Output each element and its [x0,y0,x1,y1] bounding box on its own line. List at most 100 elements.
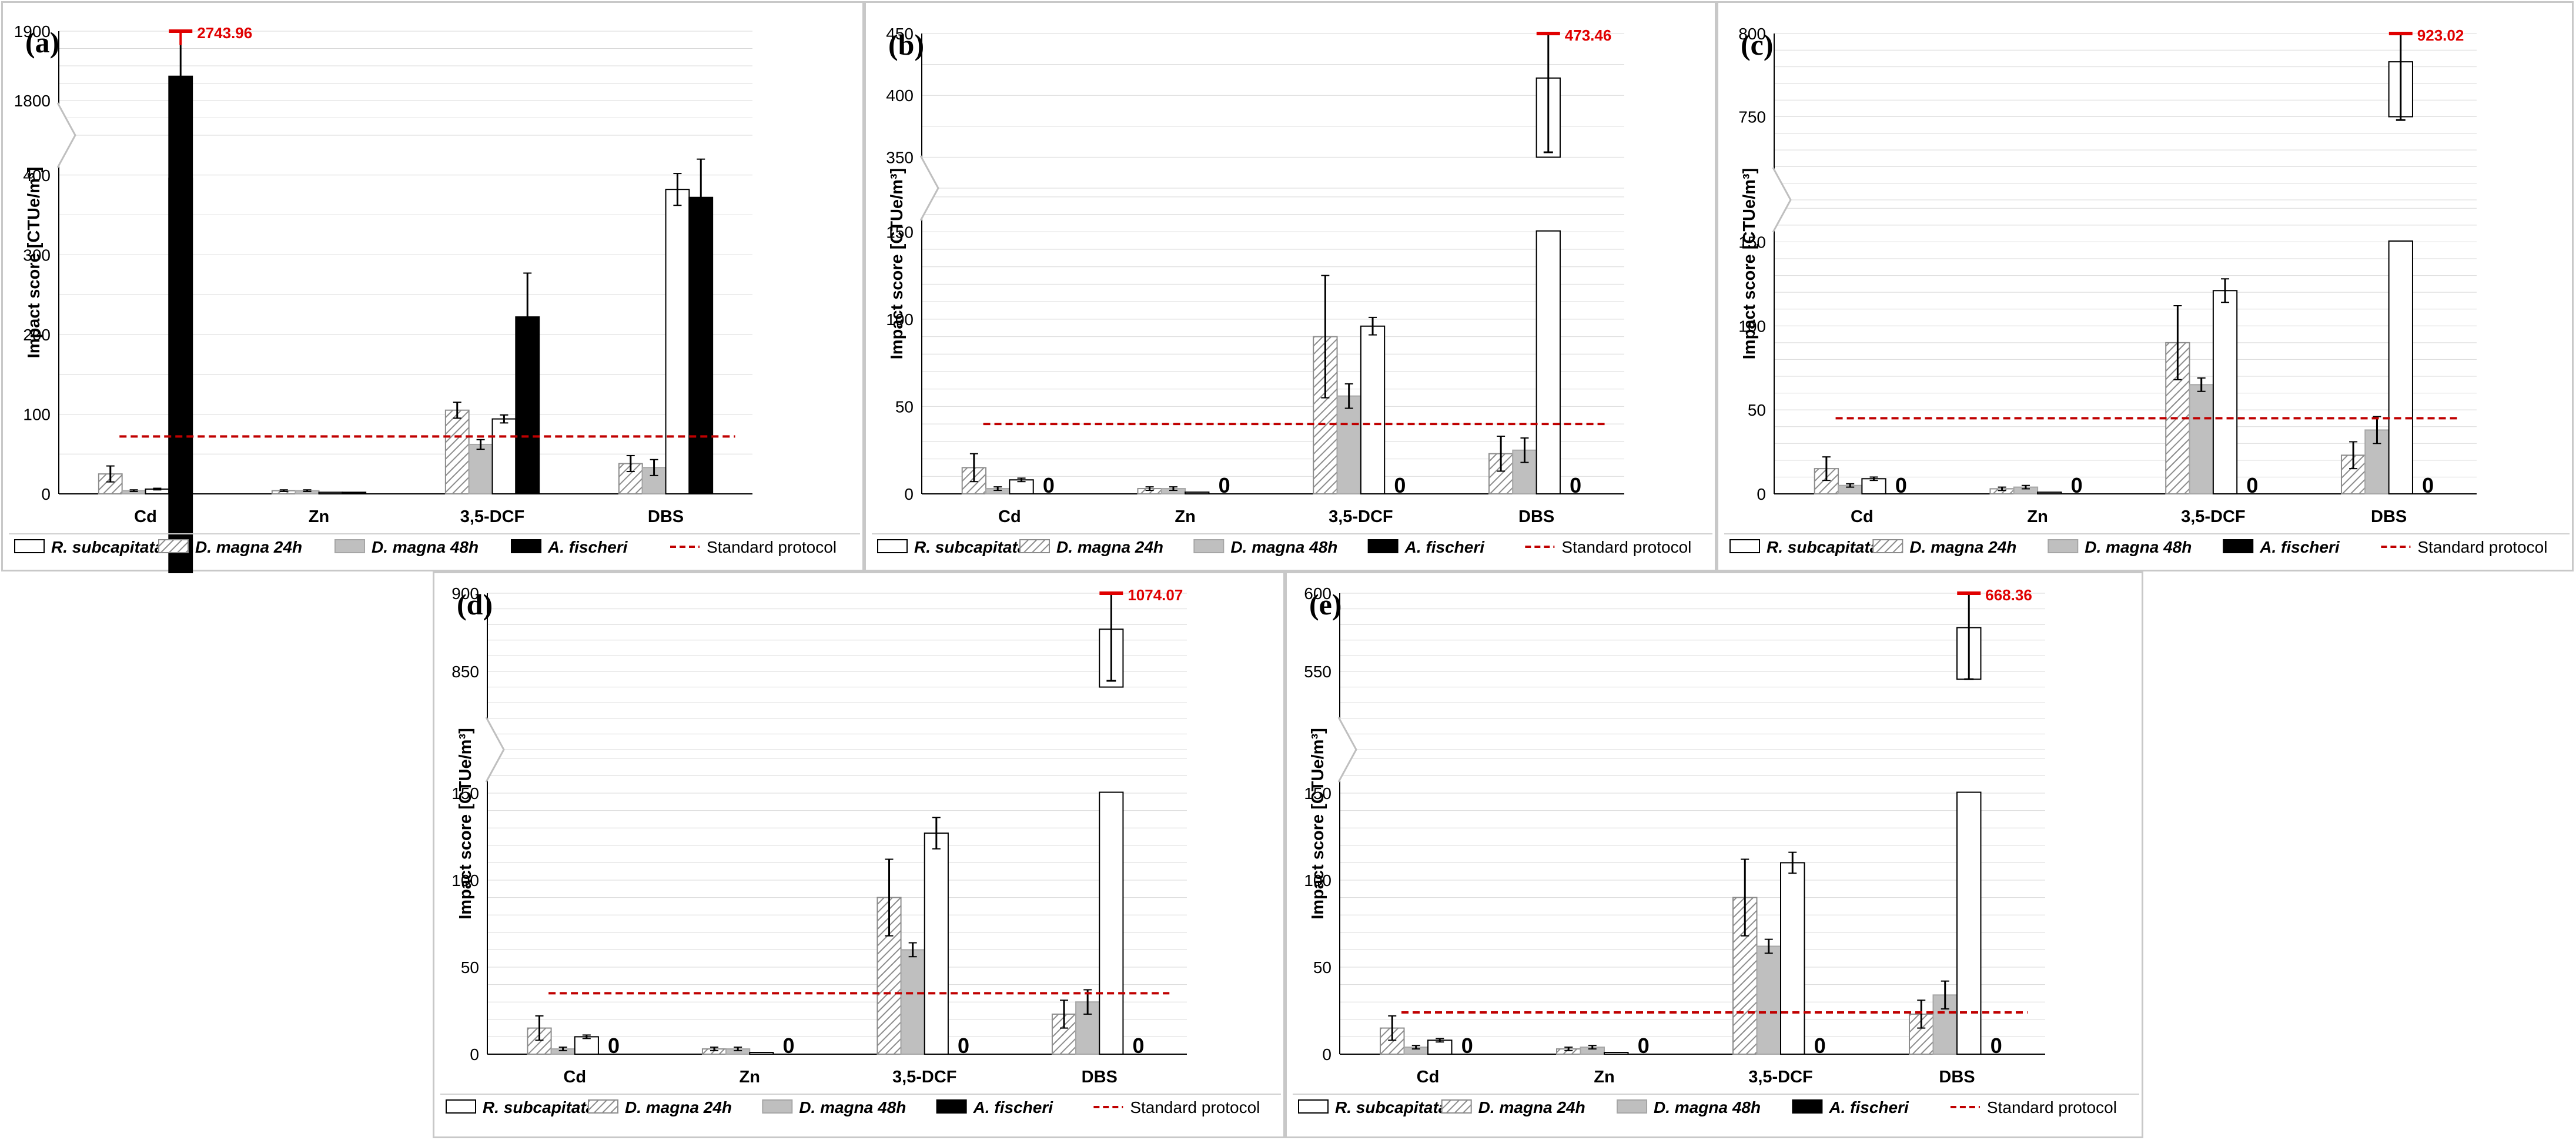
x-category-label: Cd [1417,1068,1440,1086]
zero-value-label: 0 [1638,1034,1650,1058]
legend-item: D. magna 48h [2048,538,2192,556]
legend-label: A. fischeri [1828,1098,1909,1116]
cap-value-label: 668.36 [1985,586,2032,604]
x-category-label: DBS [648,507,684,526]
legend-item: Standard protocol [2381,538,2547,556]
axis-break-marker [919,155,939,221]
y-tick-label: 50 [895,397,914,416]
zero-value-label: 0 [2246,473,2258,497]
legend-item: D. magna 48h [334,538,479,556]
legend-label: D. magna 24h [625,1098,732,1116]
chart-svg-0: 0 100 200 300 400 1800 1900 Impact score [CTUe/… [9,22,860,573]
bar [1780,862,1805,1055]
bar [444,409,470,495]
legend-label: D. magna 48h [799,1098,906,1116]
chart-svg-2: 0 50 100 150 750 800 Impact score [CTUe/m³] (c)… [1724,25,2570,556]
legend-swatch [936,1099,967,1114]
legend-label: R. subcapitata [914,538,1026,556]
legend-item: D. magna 24h [1441,1098,1585,1116]
bar [1336,395,1361,494]
legend-label: D. magna 48h [1230,538,1337,556]
y-tick-label: 150 [1738,233,1766,251]
legend-swatch [1367,539,1399,553]
x-category-label: DBS [1939,1068,1975,1086]
x-category-label: Cd [998,507,1021,526]
cap-value-label: 473.46 [1565,26,1612,44]
bar [468,443,493,495]
zero-value-label: 0 [2422,473,2434,497]
zero-value-label: 0 [608,1034,620,1058]
y-tick-label: 0 [904,485,914,503]
zero-value-label: 0 [1895,473,1907,497]
legend-swatch [2223,539,2254,553]
bar [2037,492,2062,495]
bar [491,418,517,494]
bar [1185,492,1210,494]
legend-label: A. fischeri [1404,538,1486,556]
legend-item: D. magna 48h [1193,538,1337,556]
y-tick-label: 450 [886,25,914,43]
legend-label: R. subcapitata [1767,538,1879,556]
bar [318,492,343,494]
y-tick-label: 900 [451,584,479,603]
panel-label: (c) [1741,28,1774,61]
x-category-label: Cd [134,507,157,526]
legend-item: A. fischeri [1367,538,1486,556]
legend-swatch [334,539,365,553]
chart-panel-b: 0 50 100 150 350 400 450 Impact score [CTUe/m³]… [864,1,1717,571]
legend-label: A. fischeri [547,538,628,556]
y-tick-label: 100 [23,405,51,423]
bar [2212,290,2238,494]
panel-label: (d) [457,588,493,621]
legend-swatch [158,539,189,553]
legend-label: R. subcapitata [51,538,163,556]
legend-item: Standard protocol [1093,1098,1260,1116]
y-tick-label: 0 [1322,1045,1332,1064]
y-tick-label: 0 [1757,485,1766,503]
legend-label: R. subcapitata [1335,1098,1447,1116]
legend-item: A. fischeri [511,538,628,556]
x-category-label: Cd [1851,507,1874,526]
legend-swatch [1792,1099,1823,1114]
legend-label: D. magna 48h [2085,538,2192,556]
y-tick-label: 200 [23,326,51,344]
x-category-label: 3,5-DCF [460,507,525,526]
y-axis-title: Impact score [CTUe/m³] [456,728,475,920]
y-tick-label: 150 [1304,784,1332,803]
y-axis-title: Impact score [CTUe/m³] [888,168,906,360]
legend-label: Standard protocol [707,538,837,556]
legend-item: D. magna 48h [1617,1098,1761,1116]
legend-label: Standard protocol [2417,538,2547,556]
legend-label: D. magna 24h [1478,1098,1585,1116]
legend-swatch [1298,1099,1329,1114]
legend-item: Standard protocol [1525,538,1691,556]
panel-label: (a) [25,26,59,59]
zero-value-label: 0 [1814,1034,1826,1058]
y-tick-label: 50 [1313,958,1332,977]
y-tick-label: 600 [1304,584,1332,603]
x-category-label: DBS [2371,507,2407,526]
legend-item: D. magna 24h [1019,538,1163,556]
legend-swatch [877,539,908,553]
legend-swatch [1441,1099,1472,1114]
legend-label: D. magna 24h [195,538,302,556]
y-tick-label: 750 [1738,108,1766,126]
axis-break-marker [1337,717,1357,783]
y-tick-label: 1900 [14,22,51,41]
bar [1099,791,1124,1055]
zero-value-label: 0 [1990,1034,2002,1058]
y-tick-label: 50 [461,958,479,977]
chart-svg-4: 0 50 100 150 550 600 Impact score [CTUe/m³] (e)… [1293,584,2139,1116]
x-category-label: Zn [740,1068,760,1086]
zero-value-label: 0 [782,1034,794,1058]
legend-label: Standard protocol [1987,1098,2117,1116]
bar [1051,1013,1077,1055]
legend-swatch [1019,539,1050,553]
y-tick-label: 100 [451,871,479,890]
x-category-label: Zn [1175,507,1195,526]
y-tick-label: 400 [886,86,914,105]
axis-break-marker [56,102,76,168]
legend-item: R. subcapitata [14,538,163,556]
legend-swatch [762,1099,793,1114]
zero-value-label: 0 [2071,473,2083,497]
